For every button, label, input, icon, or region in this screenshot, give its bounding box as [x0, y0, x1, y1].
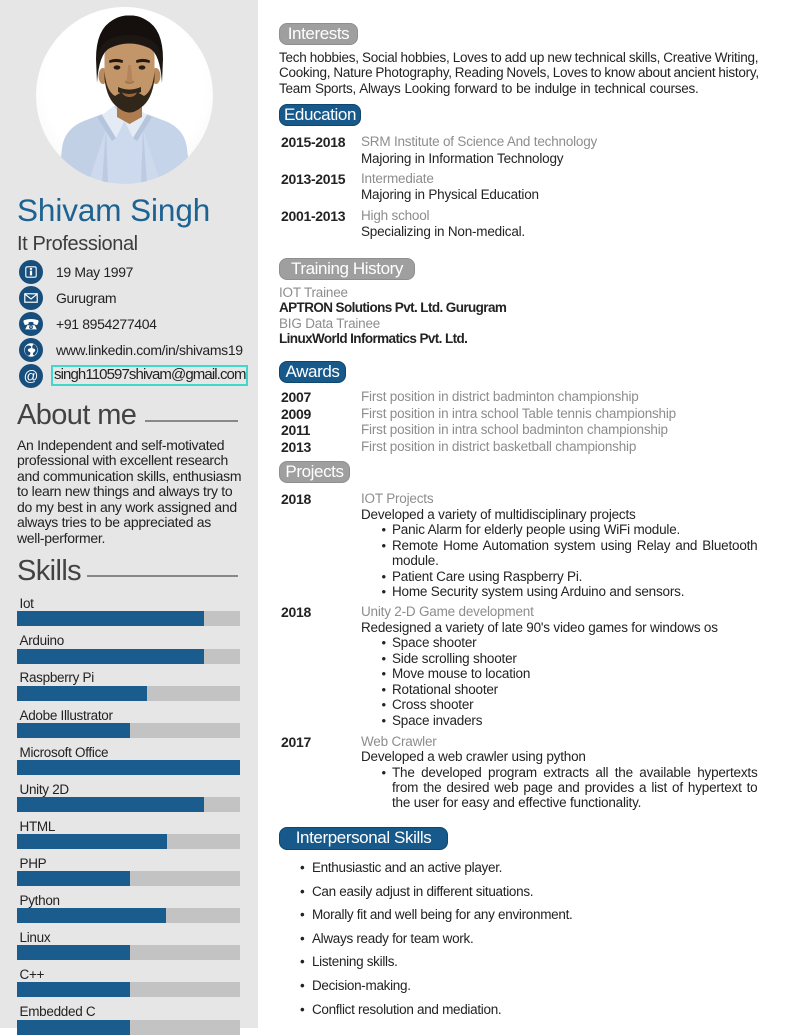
svg-text:@: @ — [24, 369, 39, 385]
